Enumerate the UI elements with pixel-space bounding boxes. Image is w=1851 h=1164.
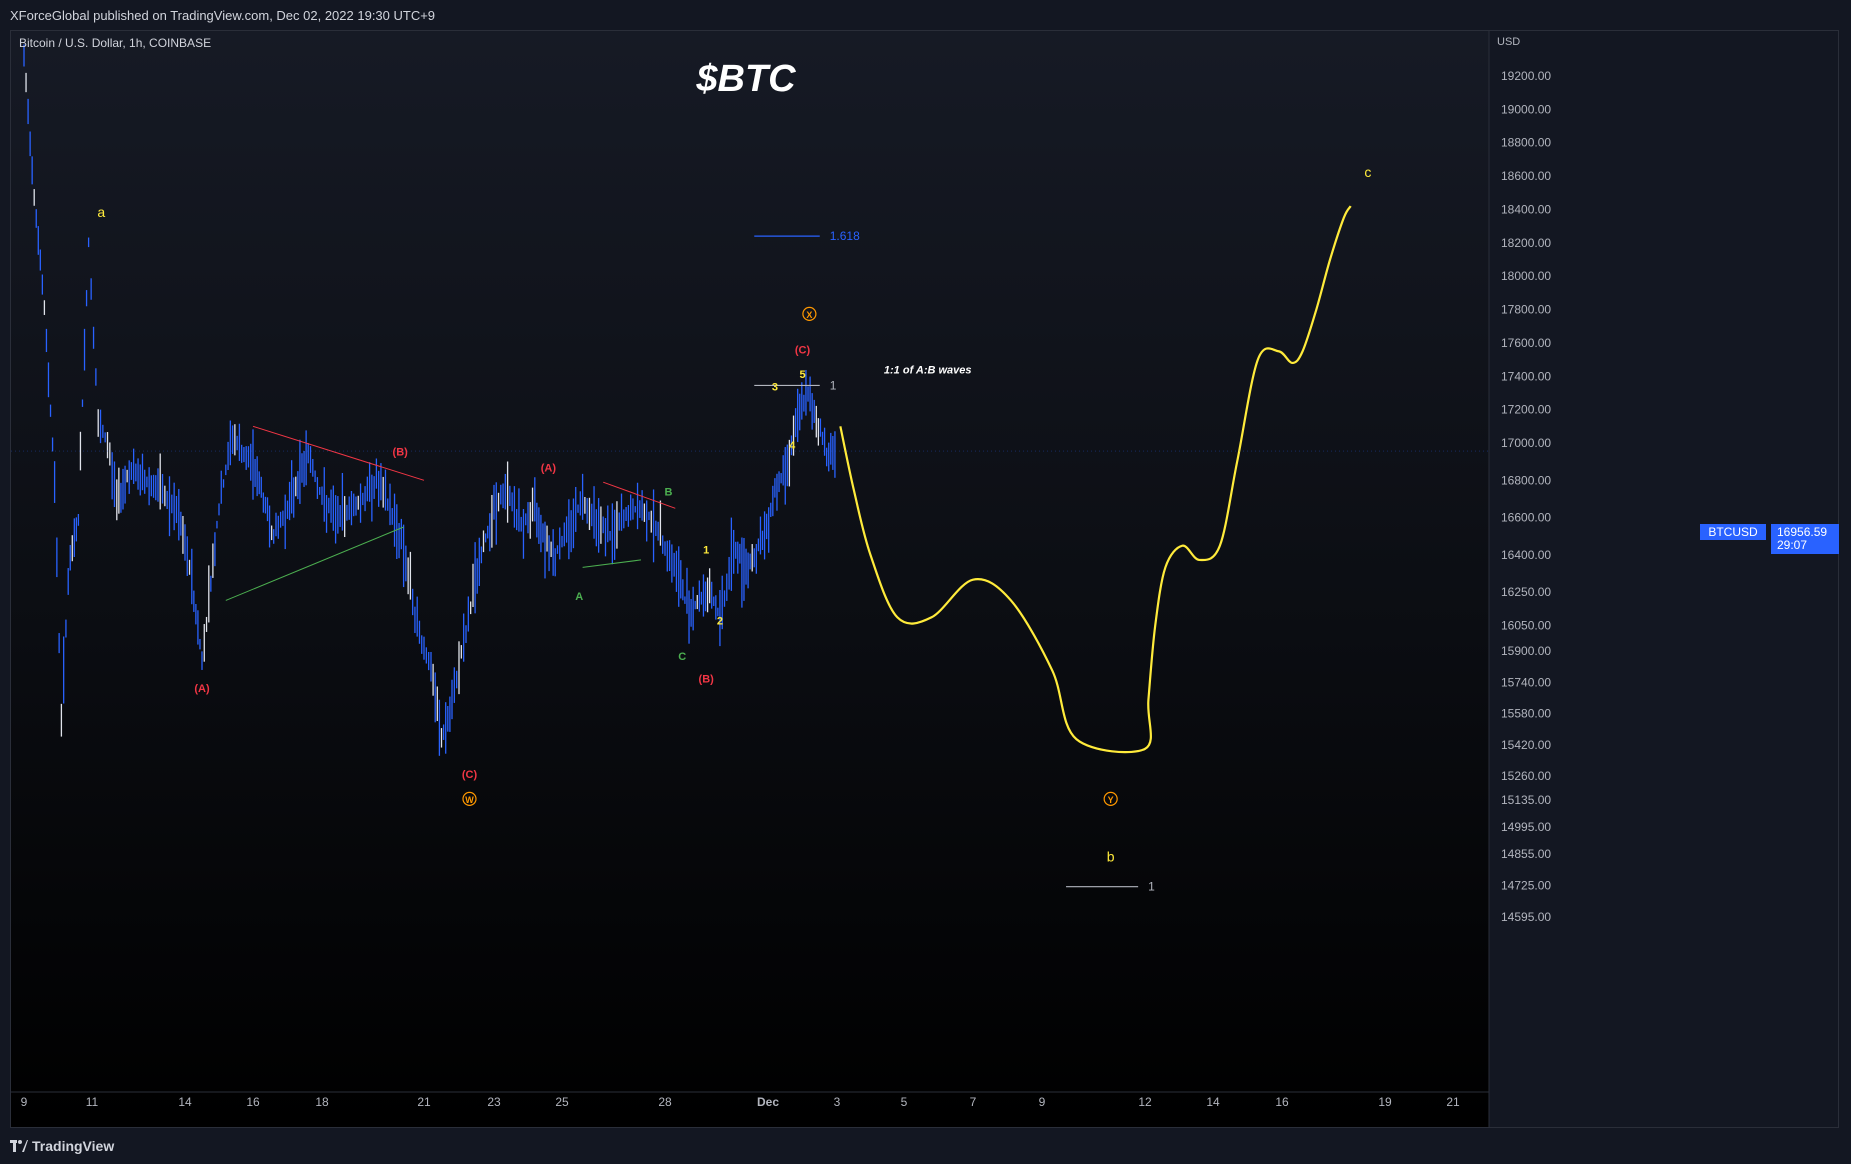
last-price: 16956.59: [1777, 525, 1828, 539]
price-tick-label: 17800.00: [1501, 303, 1551, 317]
time-tick-label: Dec: [757, 1095, 779, 1109]
wave-circle-label: Y: [1108, 795, 1114, 805]
bottom-bar: TradingView: [0, 1128, 1851, 1164]
price-tick-label: 14595.00: [1501, 910, 1551, 924]
time-tick-label: 18: [315, 1095, 329, 1109]
wave-label: C: [678, 651, 686, 663]
chart-area[interactable]: USD 19200.00 19000.00 18800.00 18600.00 18400…: [10, 30, 1839, 1128]
wave-label: 1:1 of A:B waves: [884, 365, 972, 377]
wave-label: A: [575, 591, 583, 603]
time-tick-label: 23: [487, 1095, 501, 1109]
wave-label: 3: [772, 381, 778, 393]
price-tick-label: 17400.00: [1501, 369, 1551, 383]
wave-label: (A): [541, 462, 557, 474]
top-bar: XForceGlobal published on TradingView.co…: [0, 0, 1851, 30]
time-tick-label: 12: [1138, 1095, 1152, 1109]
price-tick-label: 15900.00: [1501, 644, 1551, 658]
wave-label: a: [97, 204, 105, 220]
time-tick-label: 21: [417, 1095, 431, 1109]
wave-label: 4: [789, 440, 796, 452]
price-tick-label: 16400.00: [1501, 548, 1551, 562]
price-axis-unit: USD: [1497, 36, 1520, 48]
time-tick-label: 9: [21, 1095, 28, 1109]
fib-level-label: 1.618: [830, 229, 860, 243]
price-tick-label: 16250.00: [1501, 585, 1551, 599]
price-tick-label: 17000.00: [1501, 436, 1551, 450]
price-chart[interactable]: USD 19200.00 19000.00 18800.00 18600.00 18400…: [11, 31, 1839, 1128]
wave-circle-label: X: [806, 310, 812, 320]
price-tick-label: 15740.00: [1501, 675, 1551, 689]
price-tick-label: 18600.00: [1501, 169, 1551, 183]
trendline: [603, 481, 676, 509]
time-tick-label: 14: [1206, 1095, 1220, 1109]
price-tick-label: 16050.00: [1501, 619, 1551, 633]
price-tick-label: 16800.00: [1501, 473, 1551, 487]
price-tick-label: 16600.00: [1501, 511, 1551, 525]
time-tick-label: 16: [1275, 1095, 1289, 1109]
tradingview-icon: [10, 1140, 28, 1152]
wave-circle-label: W: [465, 795, 474, 805]
price-tick-label: 17200.00: [1501, 403, 1551, 417]
time-tick-label: 11: [86, 1095, 99, 1109]
time-tick-label: 19: [1378, 1095, 1392, 1109]
wave-label: (B): [699, 673, 715, 685]
published-caption: XForceGlobal published on TradingView.co…: [10, 8, 436, 23]
time-tick-label: 25: [555, 1095, 569, 1109]
time-tick-label: 7: [970, 1095, 977, 1109]
price-tick-label: 15260.00: [1501, 769, 1551, 783]
price-axis-panel: [1489, 31, 1838, 1127]
fib-level-label: 1: [830, 378, 837, 392]
symbol-tag: BTCUSD: [1700, 524, 1766, 540]
price-tick-label: 15420.00: [1501, 738, 1551, 752]
wave-circle-marker: [462, 791, 477, 806]
wave-label: B: [664, 487, 672, 499]
time-tick-label: 5: [901, 1095, 908, 1109]
trendline: [252, 425, 425, 481]
wave-label: (C): [462, 769, 478, 781]
brand-label: TradingView: [32, 1138, 115, 1154]
price-tick-label: 15580.00: [1501, 707, 1551, 721]
price-tick-label: 19000.00: [1501, 102, 1551, 116]
price-tick-label: 18800.00: [1501, 136, 1551, 150]
wave-label: (B): [393, 446, 409, 458]
wave-label: 1: [703, 544, 709, 556]
wave-label: b: [1107, 849, 1115, 865]
trendline: [582, 559, 642, 568]
fib-level-label: 1: [1148, 880, 1155, 894]
price-tick-label: 17600.00: [1501, 336, 1551, 350]
wave-label: 5: [799, 369, 805, 381]
time-tick-label: 9: [1039, 1095, 1046, 1109]
time-tick-label: 21: [1446, 1095, 1460, 1109]
price-tick-label: 14995.00: [1501, 820, 1551, 834]
price-tick-label: 18000.00: [1501, 269, 1551, 283]
wave-circle-marker: [1103, 791, 1118, 806]
wave-label: (C): [795, 345, 811, 357]
projection-path: [839, 205, 1352, 754]
wave-circle-marker: [802, 306, 817, 321]
price-tick-label: 14725.00: [1501, 879, 1551, 893]
time-tick-label: 14: [178, 1095, 192, 1109]
trendline: [225, 526, 404, 601]
price-tick-label: 18200.00: [1501, 236, 1551, 250]
wave-label: 2: [717, 616, 723, 628]
tradingview-logo[interactable]: TradingView: [10, 1138, 114, 1154]
wave-label: (A): [194, 683, 210, 695]
bar-countdown: 29:07: [1777, 538, 1808, 552]
symbol-info: Bitcoin / U.S. Dollar, 1h, COINBASE: [19, 36, 212, 50]
wave-label: c: [1364, 164, 1371, 180]
chart-title: $BTC: [695, 58, 796, 100]
price-tick-label: 14855.00: [1501, 847, 1551, 861]
time-tick-label: 16: [246, 1095, 260, 1109]
time-tick-label: 3: [834, 1095, 841, 1109]
price-tick-label: 15135.00: [1501, 793, 1551, 807]
price-tick-label: 19200.00: [1501, 69, 1551, 83]
price-tick-label: 18400.00: [1501, 202, 1551, 216]
time-tick-label: 28: [658, 1095, 672, 1109]
last-price-tag: 16956.59 29:07: [1771, 524, 1839, 554]
